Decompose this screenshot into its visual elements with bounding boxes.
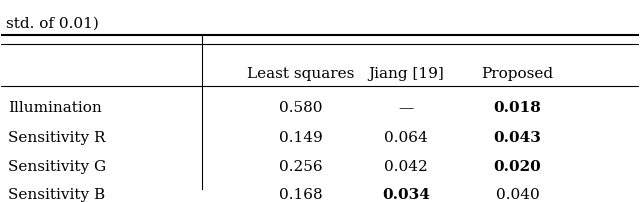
Text: 0.042: 0.042	[384, 159, 428, 173]
Text: std. of 0.01): std. of 0.01)	[6, 16, 99, 30]
Text: 0.040: 0.040	[495, 187, 540, 201]
Text: 0.043: 0.043	[493, 131, 541, 145]
Text: Sensitivity B: Sensitivity B	[8, 187, 105, 201]
Text: 0.256: 0.256	[279, 159, 323, 173]
Text: 0.580: 0.580	[279, 100, 323, 114]
Text: Sensitivity R: Sensitivity R	[8, 131, 105, 145]
Text: Proposed: Proposed	[481, 66, 554, 80]
Text: 0.018: 0.018	[493, 100, 541, 114]
Text: 0.020: 0.020	[493, 159, 541, 173]
Text: Illumination: Illumination	[8, 100, 102, 114]
Text: Least squares: Least squares	[247, 66, 355, 80]
Text: 0.168: 0.168	[279, 187, 323, 201]
Text: 0.064: 0.064	[384, 131, 428, 145]
Text: —: —	[398, 100, 413, 114]
Text: 0.149: 0.149	[279, 131, 323, 145]
Text: 0.034: 0.034	[382, 187, 430, 201]
Text: Jiang [19]: Jiang [19]	[368, 66, 444, 80]
Text: Sensitivity G: Sensitivity G	[8, 159, 106, 173]
